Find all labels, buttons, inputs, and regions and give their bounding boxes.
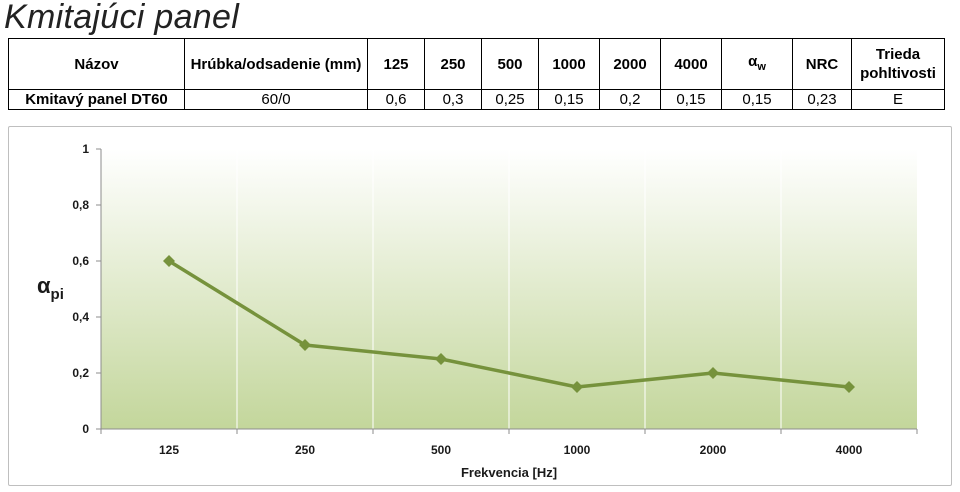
y-axis-label: αpi [37, 273, 64, 303]
cell-500: 0,25 [481, 89, 539, 110]
y-tick-label: 0,6 [72, 254, 89, 268]
cell-nrc: 0,23 [792, 89, 852, 110]
data-point [571, 381, 583, 393]
data-point [843, 381, 855, 393]
cell-125: 0,6 [367, 89, 425, 110]
y-tick-label: 0,2 [72, 366, 89, 380]
cell-4000: 0,15 [660, 89, 722, 110]
y-tick-label: 0,8 [72, 198, 89, 212]
header-thickness: Hrúbka/odsadenie (mm) [184, 38, 368, 90]
header-125: 125 [367, 38, 425, 90]
header-500: 500 [481, 38, 539, 90]
absorption-chart: 0 0,2 0,4 0,6 0,8 1 125 250 500 1000 2000 4000 αpi… [37, 142, 918, 480]
table-row: Kmitavý panel DT60 60/0 0,6 0,3 0,25 0,1… [8, 89, 945, 110]
header-alpha-w: αw [721, 38, 793, 90]
x-axis-label: Frekvencia [Hz] [461, 465, 557, 480]
cell-class: E [851, 89, 945, 110]
data-point [435, 353, 447, 365]
header-name: Názov [8, 38, 185, 90]
cell-1000: 0,15 [538, 89, 600, 110]
x-tick-label: 125 [159, 443, 179, 457]
cell-250: 0,3 [424, 89, 482, 110]
grid-lines [236, 149, 782, 429]
header-1000: 1000 [538, 38, 600, 90]
series-path [168, 259, 850, 389]
header-4000: 4000 [660, 38, 722, 90]
y-tick-labels: 0 0,2 0,4 0,6 0,8 1 [72, 142, 101, 436]
data-points [163, 255, 855, 393]
x-tick-label: 2000 [700, 443, 727, 457]
data-point [163, 255, 175, 267]
x-tick-label: 500 [431, 443, 451, 457]
table-header-row: Názov Hrúbka/odsadenie (mm) 125 250 500 … [8, 38, 945, 90]
x-tick-labels: 125 250 500 1000 2000 4000 [100, 429, 918, 457]
y-tick-label: 0 [82, 422, 89, 436]
header-2000: 2000 [599, 38, 661, 90]
x-tick-label: 4000 [836, 443, 863, 457]
header-nrc: NRC [792, 38, 852, 90]
y-tick-label: 1 [82, 142, 89, 156]
cell-name: Kmitavý panel DT60 [8, 89, 185, 110]
data-point [707, 367, 719, 379]
header-250: 250 [424, 38, 482, 90]
x-tick-label: 250 [295, 443, 315, 457]
y-tick-label: 0,4 [72, 310, 89, 324]
series-line [168, 259, 850, 389]
cell-alpha-w: 0,15 [721, 89, 793, 110]
page-title: Kmitajúci panel [4, 0, 240, 36]
absorption-table: Názov Hrúbka/odsadenie (mm) 125 250 500 … [8, 38, 945, 110]
data-point [299, 339, 311, 351]
chart-frame: 0 0,2 0,4 0,6 0,8 1 125 250 500 1000 2000 4000 αpi… [8, 126, 952, 486]
x-tick-label: 1000 [564, 443, 591, 457]
cell-thickness: 60/0 [184, 89, 368, 110]
header-class: Trieda pohltivosti [851, 38, 945, 90]
cell-2000: 0,2 [599, 89, 661, 110]
